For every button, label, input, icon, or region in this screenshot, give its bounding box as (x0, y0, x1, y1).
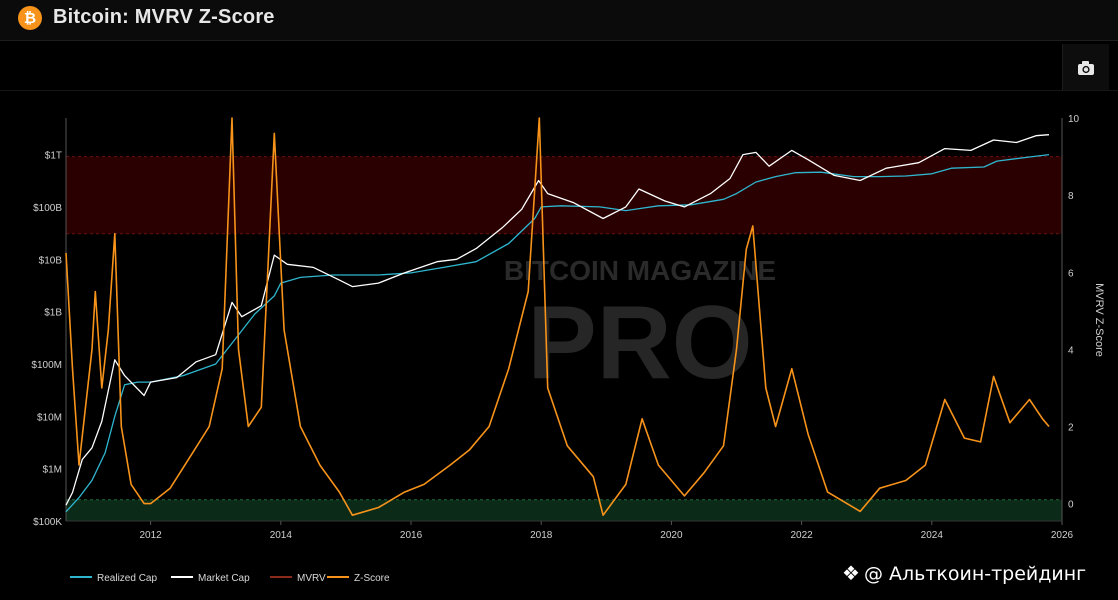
y-left-tick-label: $10B (39, 255, 63, 266)
credit-label: @ Альткоин-трейдинг (863, 563, 1087, 585)
bitcoin-icon: ₿ (18, 6, 42, 30)
binance-diamond-icon: ❖ (842, 561, 860, 585)
series-market-cap (65, 134, 1050, 506)
x-tick-label: 2012 (140, 530, 163, 541)
zone-band-0 (66, 156, 1062, 234)
x-tick-label: 2022 (790, 530, 813, 541)
y-left-tick-label: $10M (37, 412, 62, 423)
y-right-tick-label: 0 (1068, 500, 1074, 511)
chart-header: ₿ Bitcoin: MVRV Z-Score (0, 0, 1118, 41)
legend-item-label: Market Cap (198, 573, 250, 584)
y-left-tick-label: $1M (43, 465, 62, 476)
x-tick-label: 2026 (1051, 530, 1074, 541)
camera-button[interactable] (1062, 44, 1109, 90)
watermark-line2: PRO (527, 285, 752, 401)
x-tick-label: 2018 (530, 530, 553, 541)
y-left-tick-label: $100M (31, 360, 62, 371)
y-right-axis-label: MVRV Z-Score (1093, 283, 1105, 357)
y-right-tick-label: 2 (1068, 423, 1074, 434)
y-right-tick-label: 6 (1068, 268, 1074, 279)
series-z-score (65, 117, 1050, 516)
zone-band-1 (66, 499, 1062, 521)
x-tick-label: 2014 (270, 530, 293, 541)
toolbar-divider (0, 90, 1118, 91)
watermark-line1: BITCOIN MAGAZINE (504, 255, 776, 286)
y-left-tick-label: $1B (44, 308, 62, 319)
x-tick-label: 2024 (921, 530, 944, 541)
y-left-tick-label: $1T (45, 151, 62, 162)
legend-item-label: Z-Score (354, 573, 390, 584)
y-left-tick-label: $100B (33, 203, 62, 214)
x-tick-label: 2016 (400, 530, 423, 541)
x-tick-label: 2020 (660, 530, 683, 541)
legend-item-label: Realized Cap (97, 573, 157, 584)
y-left-tick-label: $100K (33, 517, 62, 528)
y-right-tick-label: 10 (1068, 114, 1080, 125)
legend-item-label: MVRV (297, 573, 326, 584)
y-right-tick-label: 8 (1068, 191, 1074, 202)
chart-title: Bitcoin: MVRV Z-Score (53, 6, 275, 28)
camera-icon (1078, 61, 1094, 75)
credit-text: ❖ @ Альткоин-трейдинг (842, 561, 1086, 585)
y-right-tick-label: 4 (1068, 345, 1074, 356)
